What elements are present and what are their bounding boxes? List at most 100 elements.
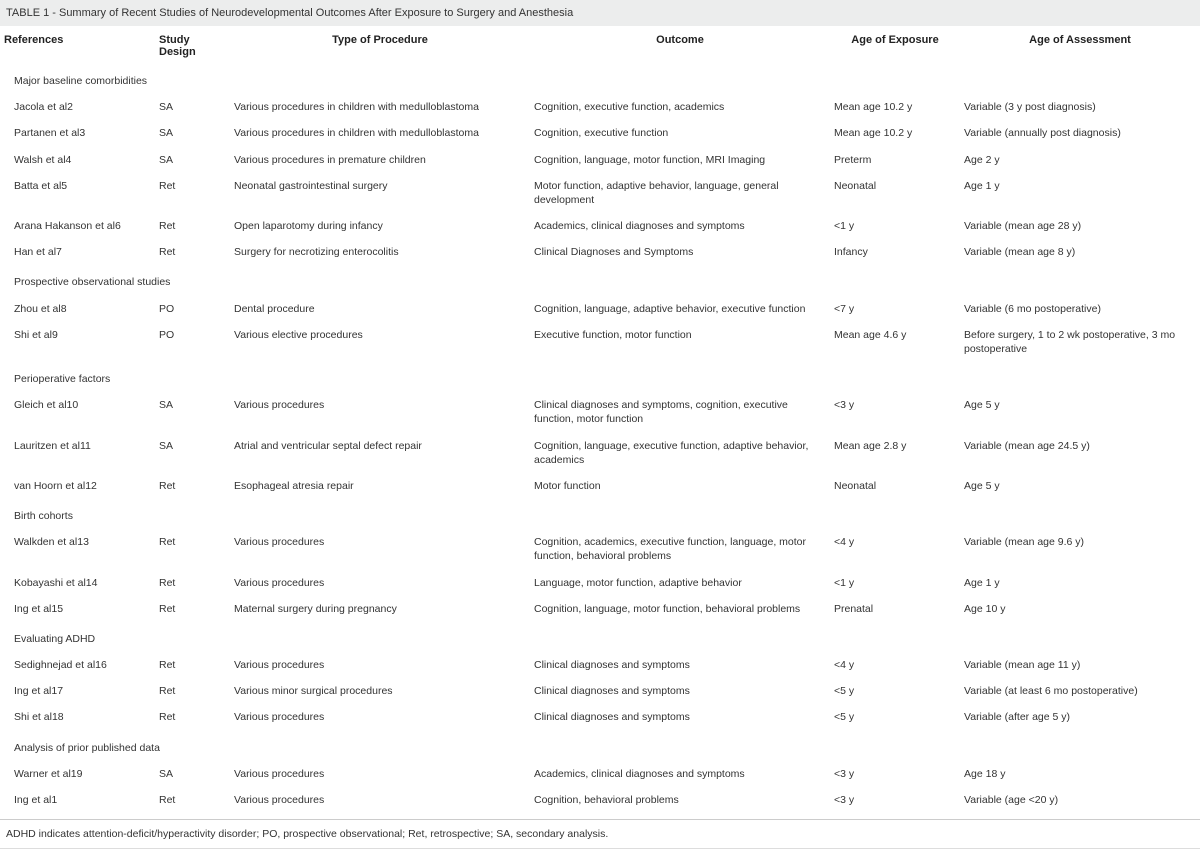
cell-outcome: Motor function [530, 473, 830, 499]
cell-outcome: Cognition, executive function, academics [530, 94, 830, 120]
table-row: Warner et al19SAVarious proceduresAcadem… [0, 761, 1200, 787]
cell-age_assess: Before surgery, 1 to 2 wk postoperative,… [960, 322, 1200, 362]
cell-outcome: Language, motor function, adaptive behav… [530, 570, 830, 596]
cell-ref: Ing et al15 [0, 596, 155, 622]
cell-age_exp: Neonatal [830, 173, 960, 213]
cell-proc: Various procedures in premature children [230, 147, 530, 173]
cell-age_assess: Variable (mean age 24.5 y) [960, 433, 1200, 473]
cell-ref: Partanen et al3 [0, 120, 155, 146]
section-header-row: Birth cohorts [0, 499, 1200, 529]
cell-proc: Esophageal atresia repair [230, 473, 530, 499]
cell-ref: Han et al7 [0, 239, 155, 265]
section-header-row: Major baseline comorbidities [0, 64, 1200, 94]
section-label: Major baseline comorbidities [0, 64, 1200, 94]
cell-design: Ret [155, 529, 230, 569]
cell-proc: Atrial and ventricular septal defect rep… [230, 433, 530, 473]
section-label: Birth cohorts [0, 499, 1200, 529]
cell-age_exp: Mean age 10.2 y [830, 120, 960, 146]
cell-age_exp: <4 y [830, 529, 960, 569]
cell-age_exp: <1 y [830, 570, 960, 596]
cell-design: PO [155, 322, 230, 362]
cell-outcome: Executive function, motor function [530, 322, 830, 362]
table-row: Kobayashi et al14RetVarious proceduresLa… [0, 570, 1200, 596]
studies-table: References Study Design Type of Procedur… [0, 26, 1200, 813]
section-header-row: Prospective observational studies [0, 265, 1200, 295]
cell-age_exp: Preterm [830, 147, 960, 173]
cell-age_assess: Age 10 y [960, 596, 1200, 622]
cell-outcome: Cognition, language, motor function, beh… [530, 596, 830, 622]
cell-design: SA [155, 433, 230, 473]
section-label: Perioperative factors [0, 362, 1200, 392]
cell-outcome: Academics, clinical diagnoses and sympto… [530, 761, 830, 787]
cell-ref: Walsh et al4 [0, 147, 155, 173]
table-row: Batta et al5RetNeonatal gastrointestinal… [0, 173, 1200, 213]
cell-design: Ret [155, 213, 230, 239]
table-row: Gleich et al10SAVarious proceduresClinic… [0, 392, 1200, 432]
cell-design: Ret [155, 787, 230, 813]
cell-age_assess: Variable (annually post diagnosis) [960, 120, 1200, 146]
section-header-row: Evaluating ADHD [0, 622, 1200, 652]
cell-proc: Neonatal gastrointestinal surgery [230, 173, 530, 213]
cell-outcome: Cognition, language, adaptive behavior, … [530, 296, 830, 322]
section-label: Prospective observational studies [0, 265, 1200, 295]
cell-ref: Gleich et al10 [0, 392, 155, 432]
cell-outcome: Clinical diagnoses and symptoms [530, 652, 830, 678]
col-header-design: Study Design [155, 26, 230, 64]
section-header-row: Analysis of prior published data [0, 731, 1200, 761]
cell-age_exp: Prenatal [830, 596, 960, 622]
cell-age_assess: Variable (age <20 y) [960, 787, 1200, 813]
cell-outcome: Cognition, language, executive function,… [530, 433, 830, 473]
cell-outcome: Cognition, behavioral problems [530, 787, 830, 813]
cell-age_assess: Variable (mean age 11 y) [960, 652, 1200, 678]
cell-design: Ret [155, 678, 230, 704]
table-body: Major baseline comorbiditiesJacola et al… [0, 64, 1200, 813]
table-row: Zhou et al8PODental procedureCognition, … [0, 296, 1200, 322]
cell-ref: Ing et al1 [0, 787, 155, 813]
col-header-ref: References [0, 26, 155, 64]
cell-age_assess: Variable (at least 6 mo postoperative) [960, 678, 1200, 704]
cell-age_exp: <3 y [830, 392, 960, 432]
cell-design: Ret [155, 570, 230, 596]
cell-proc: Various procedures [230, 787, 530, 813]
cell-design: Ret [155, 473, 230, 499]
cell-age_exp: <7 y [830, 296, 960, 322]
cell-ref: Batta et al5 [0, 173, 155, 213]
col-header-age-exp: Age of Exposure [830, 26, 960, 64]
cell-proc: Various minor surgical procedures [230, 678, 530, 704]
cell-design: Ret [155, 596, 230, 622]
table-row: Sedighnejad et al16RetVarious procedures… [0, 652, 1200, 678]
cell-design: SA [155, 392, 230, 432]
col-header-proc: Type of Procedure [230, 26, 530, 64]
cell-age_exp: <5 y [830, 678, 960, 704]
cell-ref: Shi et al9 [0, 322, 155, 362]
cell-ref: Arana Hakanson et al6 [0, 213, 155, 239]
cell-proc: Dental procedure [230, 296, 530, 322]
cell-age_exp: Mean age 4.6 y [830, 322, 960, 362]
cell-age_assess: Variable (6 mo postoperative) [960, 296, 1200, 322]
cell-outcome: Clinical diagnoses and symptoms [530, 678, 830, 704]
cell-outcome: Motor function, adaptive behavior, langu… [530, 173, 830, 213]
cell-proc: Various procedures in children with medu… [230, 120, 530, 146]
cell-proc: Maternal surgery during pregnancy [230, 596, 530, 622]
cell-age_exp: <3 y [830, 787, 960, 813]
cell-age_exp: Infancy [830, 239, 960, 265]
cell-design: SA [155, 147, 230, 173]
table-row: Arana Hakanson et al6RetOpen laparotomy … [0, 213, 1200, 239]
cell-age_assess: Age 5 y [960, 392, 1200, 432]
table-header-row: References Study Design Type of Procedur… [0, 26, 1200, 64]
cell-outcome: Clinical diagnoses and symptoms, cogniti… [530, 392, 830, 432]
cell-proc: Various procedures [230, 529, 530, 569]
table-row: Shi et al9POVarious elective proceduresE… [0, 322, 1200, 362]
cell-design: SA [155, 761, 230, 787]
table-row: Walkden et al13RetVarious proceduresCogn… [0, 529, 1200, 569]
cell-age_assess: Variable (mean age 8 y) [960, 239, 1200, 265]
cell-ref: Ing et al17 [0, 678, 155, 704]
cell-ref: Zhou et al8 [0, 296, 155, 322]
cell-age_exp: <3 y [830, 761, 960, 787]
cell-age_exp: Mean age 2.8 y [830, 433, 960, 473]
cell-age_assess: Age 2 y [960, 147, 1200, 173]
cell-proc: Various procedures [230, 570, 530, 596]
cell-age_assess: Variable (mean age 28 y) [960, 213, 1200, 239]
cell-age_assess: Variable (3 y post diagnosis) [960, 94, 1200, 120]
table-row: Ing et al17RetVarious minor surgical pro… [0, 678, 1200, 704]
